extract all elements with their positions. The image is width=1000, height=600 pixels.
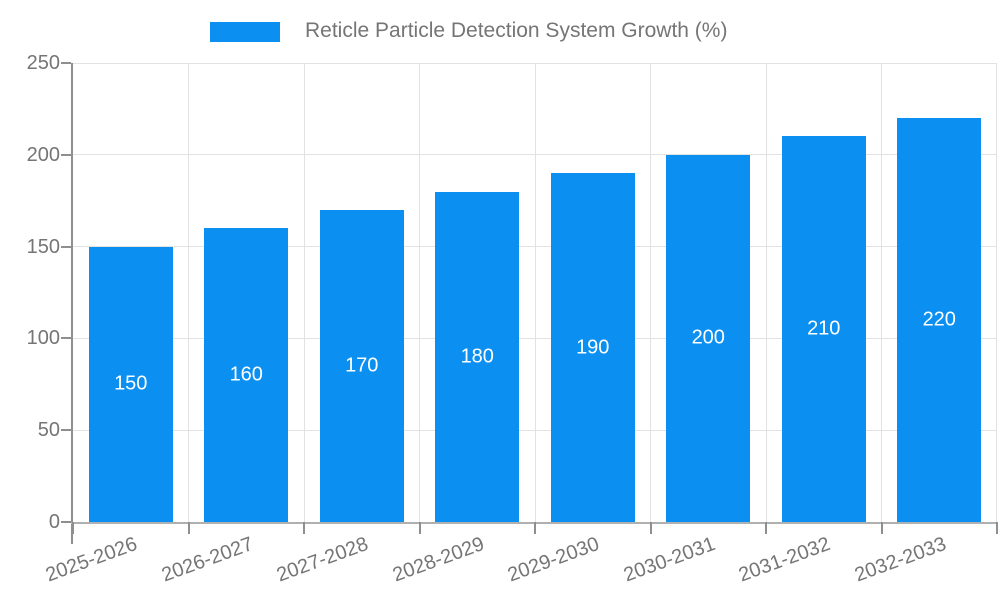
- bar-value-label: 180: [460, 345, 494, 368]
- y-axis-tick: [61, 521, 71, 523]
- y-axis-tick: [61, 62, 71, 64]
- bar-value-label: 220: [922, 308, 956, 331]
- x-axis-tick-label: 2026-2027: [158, 533, 256, 587]
- bar-2031-2032[interactable]: 210: [781, 136, 866, 522]
- x-axis-tick-label: 2032-2033: [851, 533, 949, 587]
- v-gridline: [188, 63, 189, 522]
- y-axis-tick-label: 250: [26, 52, 60, 74]
- y-axis-line: [71, 63, 73, 544]
- chart-legend: Reticle Particle Detection System Growth…: [0, 0, 1000, 55]
- x-axis-tick: [765, 522, 767, 534]
- x-axis-tick: [303, 522, 305, 534]
- bar-value-label: 190: [576, 336, 610, 359]
- y-axis-tick-label: 0: [48, 511, 60, 533]
- x-axis-tick: [649, 522, 652, 534]
- x-axis-tick-label: 2025-2026: [42, 533, 141, 587]
- x-axis-tick: [996, 522, 998, 534]
- bar-value-label: 160: [229, 363, 263, 386]
- y-axis-tick: [61, 337, 71, 340]
- x-axis-tick: [534, 522, 536, 534]
- bar-2026-2027[interactable]: 160: [204, 228, 289, 522]
- bar-value-label: 200: [691, 326, 725, 349]
- x-axis-tick: [187, 522, 190, 534]
- x-axis-tick-label: 2029-2030: [504, 533, 603, 587]
- v-gridline: [303, 63, 305, 522]
- bar-value-label: 150: [114, 372, 148, 395]
- legend-swatch-icon: [210, 22, 280, 42]
- v-gridline: [765, 63, 767, 522]
- bar-2032-2033[interactable]: 220: [897, 118, 982, 522]
- v-gridline: [419, 63, 420, 522]
- y-axis-tick-label: 50: [37, 419, 60, 442]
- bar-2028-2029[interactable]: 180: [435, 191, 520, 522]
- v-gridline: [995, 63, 997, 522]
- v-gridline: [534, 63, 536, 522]
- x-axis-tick: [72, 522, 74, 534]
- x-axis-tick-label: 2031-2032: [735, 533, 834, 587]
- y-axis-tick: [61, 153, 71, 156]
- bar-2027-2028[interactable]: 170: [319, 209, 404, 522]
- y-axis-tick-label: 200: [26, 143, 60, 166]
- x-axis-tick-label: 2028-2029: [389, 533, 487, 587]
- bar-2025-2026[interactable]: 150: [88, 246, 173, 522]
- bar-value-label: 170: [345, 354, 379, 377]
- y-axis-tick-label: 100: [26, 327, 60, 350]
- x-axis-tick: [880, 522, 883, 534]
- bar-2029-2030[interactable]: 190: [550, 173, 635, 522]
- y-axis-tick: [61, 429, 71, 432]
- x-axis-tick-label: 2027-2028: [273, 533, 372, 587]
- bar-value-label: 210: [807, 317, 841, 340]
- x-axis-tick: [418, 522, 421, 534]
- v-gridline: [881, 63, 882, 522]
- x-axis-tick-label: 2030-2031: [620, 533, 718, 587]
- v-gridline: [650, 63, 651, 522]
- plot-area: 150 160 170 180 190 200 210 220: [71, 62, 997, 544]
- y-axis-tick-label: 150: [26, 235, 60, 258]
- y-axis-tick: [61, 245, 71, 248]
- bar-2030-2031[interactable]: 200: [666, 154, 751, 522]
- legend-series-label: Reticle Particle Detection System Growth…: [305, 19, 728, 42]
